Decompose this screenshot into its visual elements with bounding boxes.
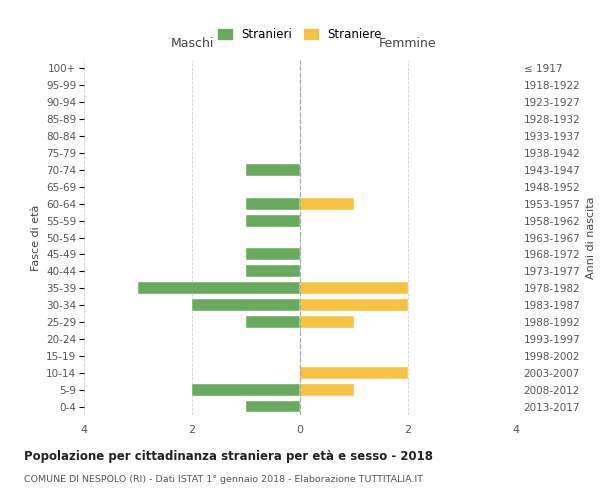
Bar [246, 400, 300, 412]
Bar [246, 164, 300, 176]
Bar [300, 299, 408, 311]
Legend: Stranieri, Straniere: Stranieri, Straniere [213, 24, 387, 46]
Bar [246, 248, 300, 260]
Bar [138, 282, 300, 294]
Bar [246, 316, 300, 328]
Bar [300, 282, 408, 294]
Y-axis label: Anni di nascita: Anni di nascita [586, 196, 596, 279]
Bar [192, 299, 300, 311]
Bar [300, 316, 354, 328]
Text: Popolazione per cittadinanza straniera per età e sesso - 2018: Popolazione per cittadinanza straniera p… [24, 450, 433, 463]
Bar [246, 198, 300, 209]
Bar [246, 266, 300, 277]
Bar [300, 367, 408, 378]
Bar [192, 384, 300, 396]
Y-axis label: Fasce di età: Fasce di età [31, 204, 41, 270]
Text: COMUNE DI NESPOLO (RI) - Dati ISTAT 1° gennaio 2018 - Elaborazione TUTTITALIA.IT: COMUNE DI NESPOLO (RI) - Dati ISTAT 1° g… [24, 475, 423, 484]
Bar [300, 384, 354, 396]
Bar [246, 214, 300, 226]
Text: Maschi: Maschi [170, 37, 214, 50]
Text: Femmine: Femmine [379, 37, 437, 50]
Bar [300, 198, 354, 209]
